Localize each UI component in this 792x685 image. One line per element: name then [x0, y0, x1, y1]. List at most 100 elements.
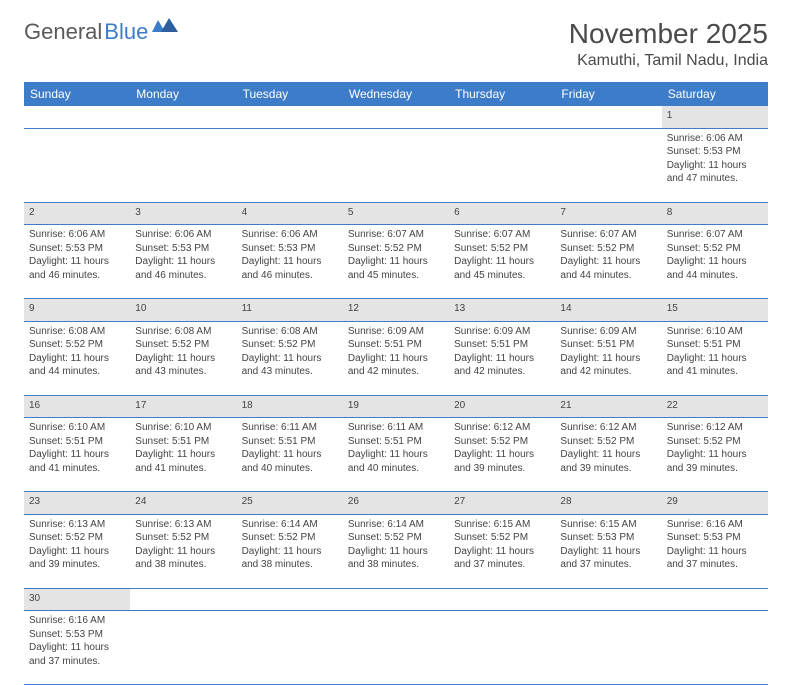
daylight-line: Daylight: 11 hours and 45 minutes. [454, 255, 550, 282]
daylight-line: Daylight: 11 hours and 37 minutes. [29, 641, 125, 668]
sunrise-line: Sunrise: 6:14 AM [348, 518, 444, 532]
sunrise-line: Sunrise: 6:07 AM [348, 228, 444, 242]
daylight-line: Daylight: 11 hours and 38 minutes. [242, 545, 338, 572]
daynum-row: 30 [24, 588, 768, 611]
sunset-line: Sunset: 5:52 PM [560, 435, 656, 449]
logo: GeneralBlue [24, 18, 178, 46]
day-cell: Sunrise: 6:14 AMSunset: 5:52 PMDaylight:… [237, 514, 343, 588]
daylight-line: Daylight: 11 hours and 42 minutes. [560, 352, 656, 379]
day-cell: Sunrise: 6:08 AMSunset: 5:52 PMDaylight:… [237, 321, 343, 395]
daylight-line: Daylight: 11 hours and 44 minutes. [667, 255, 763, 282]
day-number-cell: 22 [662, 395, 768, 418]
day-cell: Sunrise: 6:12 AMSunset: 5:52 PMDaylight:… [555, 418, 661, 492]
sunset-line: Sunset: 5:52 PM [348, 531, 444, 545]
day-cell [555, 611, 661, 685]
day-number-cell: 13 [449, 299, 555, 322]
day-cell [343, 611, 449, 685]
weekday-header-row: Sunday Monday Tuesday Wednesday Thursday… [24, 82, 768, 106]
day-number-cell: 7 [555, 202, 661, 225]
sunset-line: Sunset: 5:52 PM [348, 242, 444, 256]
day-cell: Sunrise: 6:08 AMSunset: 5:52 PMDaylight:… [24, 321, 130, 395]
daylight-line: Daylight: 11 hours and 47 minutes. [667, 159, 763, 186]
daynum-row: 1 [24, 106, 768, 128]
sunrise-line: Sunrise: 6:12 AM [667, 421, 763, 435]
sunset-line: Sunset: 5:52 PM [454, 531, 550, 545]
day-cell [237, 611, 343, 685]
day-number-cell: 29 [662, 492, 768, 515]
day-number-cell [343, 588, 449, 611]
sunrise-line: Sunrise: 6:08 AM [135, 325, 231, 339]
sunrise-line: Sunrise: 6:16 AM [667, 518, 763, 532]
logo-text-blue: Blue [104, 19, 148, 45]
sunrise-line: Sunrise: 6:07 AM [454, 228, 550, 242]
weekday-header: Thursday [449, 82, 555, 106]
week-row: Sunrise: 6:13 AMSunset: 5:52 PMDaylight:… [24, 514, 768, 588]
sunrise-line: Sunrise: 6:10 AM [135, 421, 231, 435]
day-cell [662, 611, 768, 685]
day-number-cell: 5 [343, 202, 449, 225]
day-number-cell: 6 [449, 202, 555, 225]
weekday-header: Saturday [662, 82, 768, 106]
week-row: Sunrise: 6:10 AMSunset: 5:51 PM Daylight:… [24, 418, 768, 492]
sunrise-line: Sunrise: 6:09 AM [560, 325, 656, 339]
daylight-line: Daylight: 11 hours and 37 minutes. [667, 545, 763, 572]
day-number-cell [24, 106, 130, 128]
day-number-cell: 12 [343, 299, 449, 322]
sunset-line: Sunset: 5:52 PM [29, 338, 125, 352]
day-number-cell: 3 [130, 202, 236, 225]
day-cell: Sunrise: 6:06 AMSunset: 5:53 PMDaylight:… [130, 225, 236, 299]
month-title: November 2025 [569, 18, 768, 50]
week-row: Sunrise: 6:06 AMSunset: 5:53 PMDaylight:… [24, 128, 768, 202]
daylight-line: Daylight: 11 hours and 46 minutes. [242, 255, 338, 282]
daynum-row: 16171819202122 [24, 395, 768, 418]
sunset-line: Sunset: 5:53 PM [29, 242, 125, 256]
day-number-cell: 21 [555, 395, 661, 418]
sunset-line: Sunset: 5:52 PM [135, 531, 231, 545]
logo-text-general: General [24, 19, 102, 45]
daylight-line: Daylight: 11 hours and 45 minutes. [348, 255, 444, 282]
daylight-line: Daylight: 11 hours and 39 minutes. [667, 448, 763, 475]
day-number-cell: 8 [662, 202, 768, 225]
location: Kamuthi, Tamil Nadu, India [569, 52, 768, 70]
day-number-cell: 19 [343, 395, 449, 418]
day-number-cell [449, 588, 555, 611]
sunset-line: Sunset: 5:51 PM [454, 338, 550, 352]
day-cell: Sunrise: 6:16 AMSunset: 5:53 PMDaylight:… [24, 611, 130, 685]
day-number-cell: 18 [237, 395, 343, 418]
sunset-line: Sunset: 5:52 PM [135, 338, 231, 352]
sunset-line: Sunset: 5:53 PM [667, 531, 763, 545]
day-cell: Sunrise: 6:15 AMSunset: 5:53 PMDaylight:… [555, 514, 661, 588]
daylight-line: Daylight: 11 hours and 39 minutes. [454, 448, 550, 475]
sunset-line: Sunset: 5:53 PM [135, 242, 231, 256]
day-cell: Sunrise: 6:06 AMSunset: 5:53 PMDaylight:… [237, 225, 343, 299]
sunset-line: Sunset: 5:51 PM [348, 338, 444, 352]
sunset-line: Sunset: 5:51 PM [667, 338, 763, 352]
daylight-line: Daylight: 11 hours and 42 minutes. [348, 352, 444, 379]
day-cell: Sunrise: 6:09 AMSunset: 5:51 PMDaylight:… [555, 321, 661, 395]
sunrise-line: Sunrise: 6:10 AM [667, 325, 763, 339]
calendar-table: Sunday Monday Tuesday Wednesday Thursday… [24, 82, 768, 685]
sunset-line: Sunset: 5:51 PM [135, 435, 231, 449]
day-cell: Sunrise: 6:10 AMSunset: 5:51 PMDaylight:… [24, 418, 130, 492]
sunset-line: Sunset: 5:52 PM [242, 338, 338, 352]
daylight-line: Daylight: 11 hours and 41 minutes. [667, 352, 763, 379]
day-cell [130, 611, 236, 685]
daylight-line: Daylight: 11 hours and 44 minutes. [29, 352, 125, 379]
day-cell: Sunrise: 6:13 AMSunset: 5:52 PMDaylight:… [130, 514, 236, 588]
day-cell: Sunrise: 6:07 AMSunset: 5:52 PMDaylight:… [343, 225, 449, 299]
day-number-cell: 10 [130, 299, 236, 322]
day-number-cell: 27 [449, 492, 555, 515]
daylight-line: Daylight: 11 hours and 40 minutes. [242, 448, 338, 475]
sunset-line: Sunset: 5:52 PM [454, 242, 550, 256]
day-number-cell: 15 [662, 299, 768, 322]
day-cell: Sunrise: 6:07 AMSunset: 5:52 PMDaylight:… [555, 225, 661, 299]
sunrise-line: Sunrise: 6:07 AM [667, 228, 763, 242]
sunset-line: Sunset: 5:51 PM [560, 338, 656, 352]
day-number-cell: 2 [24, 202, 130, 225]
day-number-cell [449, 106, 555, 128]
daylight-line: Daylight: 11 hours and 42 minutes. [454, 352, 550, 379]
sunrise-line: Sunrise: 6:12 AM [454, 421, 550, 435]
day-cell [130, 128, 236, 202]
day-cell: Sunrise: 6:13 AMSunset: 5:52 PMDaylight:… [24, 514, 130, 588]
day-cell: Sunrise: 6:06 AMSunset: 5:53 PMDaylight:… [24, 225, 130, 299]
